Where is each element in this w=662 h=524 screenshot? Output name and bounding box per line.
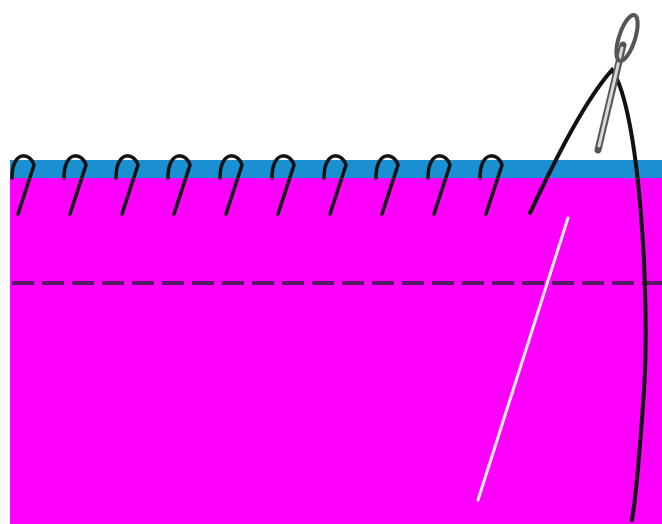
needle-under-fabric (476, 216, 570, 502)
stitch (166, 154, 192, 216)
stitch (322, 154, 348, 216)
stitch (10, 154, 36, 216)
stitch (426, 154, 452, 216)
stitch (218, 154, 244, 216)
stitch (478, 154, 504, 216)
stitch (114, 154, 140, 216)
stitch (374, 154, 400, 216)
stitch (270, 154, 296, 216)
whip-stitches (10, 154, 504, 216)
needle-icon (594, 13, 640, 154)
thread-icon (528, 66, 648, 522)
fabric-panel (10, 176, 662, 524)
fabric-edge-band (10, 160, 662, 178)
stitch (62, 154, 88, 216)
